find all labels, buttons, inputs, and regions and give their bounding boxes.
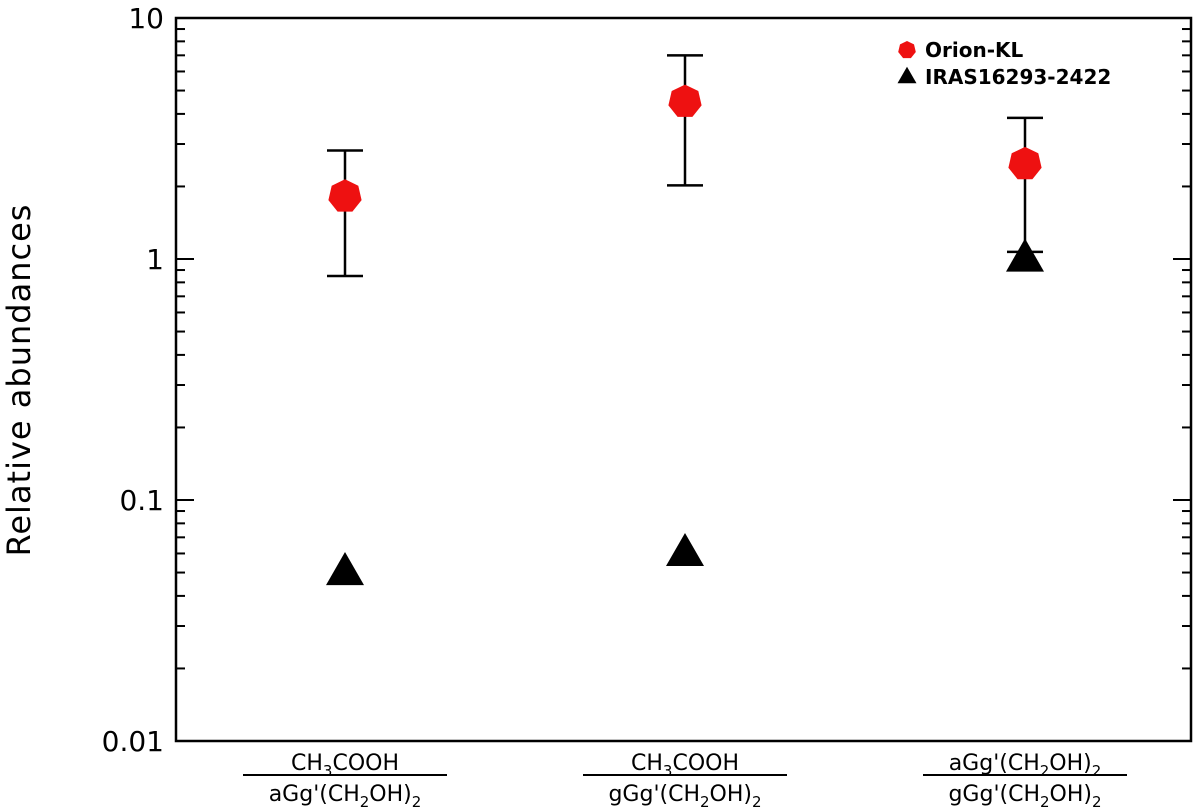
formula-part: aGg'(CH	[949, 751, 1040, 776]
y-axis-tick-labels: 0.01 0.1 1 10	[102, 2, 164, 758]
formula-part: OH)	[710, 782, 752, 807]
subscript: 2	[1092, 762, 1102, 780]
plot-frame	[174, 16, 1193, 743]
y-tick-label: 0.1	[119, 484, 164, 517]
y-tick-label: 0.01	[102, 725, 164, 758]
formula-part: OH)	[1050, 782, 1092, 807]
category-denominator: aGg'(CH2OH)2	[269, 782, 422, 810]
subscript: 2	[1040, 793, 1050, 810]
data-markers	[326, 84, 1044, 586]
subscript: 2	[1092, 793, 1102, 810]
formula-part: gGg'(CH	[608, 782, 700, 807]
formula-part: OH)	[369, 782, 411, 807]
subscript: 2	[700, 793, 710, 810]
subscript: 2	[752, 793, 762, 810]
iras16293-2422-point	[1006, 238, 1044, 272]
legend-label: IRAS16293-2422	[925, 65, 1111, 89]
formula-part: CH	[631, 751, 663, 776]
legend-label: Orion-KL	[925, 38, 1023, 62]
y-axis-title: Relative abundances	[0, 204, 38, 557]
formula-part: CH	[291, 751, 323, 776]
iras16293-2422-point	[326, 552, 364, 586]
formula-part: gGg'(CH	[948, 782, 1040, 807]
category-denominator: gGg'(CH2OH)2	[948, 782, 1101, 810]
orion-kl-point	[1008, 146, 1042, 180]
y-axis-ticks	[176, 17, 1191, 742]
subscript: 3	[323, 762, 333, 780]
subscript: 2	[1040, 762, 1050, 780]
y-tick-label: 10	[128, 2, 164, 35]
legend: Orion-KL IRAS16293-2422	[897, 38, 1111, 89]
formula-part: OH)	[1049, 751, 1091, 776]
category-numerator: CH3COOH	[631, 751, 739, 780]
iras16293-2422-point	[666, 532, 704, 567]
legend-iras-marker	[897, 66, 917, 84]
error-bars	[327, 54, 1043, 278]
subscript: 3	[663, 762, 673, 780]
category-numerator: aGg'(CH2OH)2	[949, 751, 1102, 780]
formula-part: aGg'(CH	[269, 782, 360, 807]
orion-kl-point	[668, 84, 702, 117]
subscript: 2	[360, 793, 370, 810]
y-tick-label: 1	[146, 243, 164, 276]
category-denominator: gGg'(CH2OH)2	[608, 782, 761, 810]
category-labels: CH3COOHaGg'(CH2OH)2CH3COOHgGg'(CH2OH)2aG…	[243, 751, 1127, 810]
legend-orion-kl-marker	[898, 41, 916, 59]
orion-kl-point	[328, 179, 362, 212]
subscript: 2	[412, 793, 422, 810]
formula-part: COOH	[672, 751, 739, 776]
category-numerator: CH3COOH	[291, 751, 399, 780]
formula-part: COOH	[332, 751, 399, 776]
